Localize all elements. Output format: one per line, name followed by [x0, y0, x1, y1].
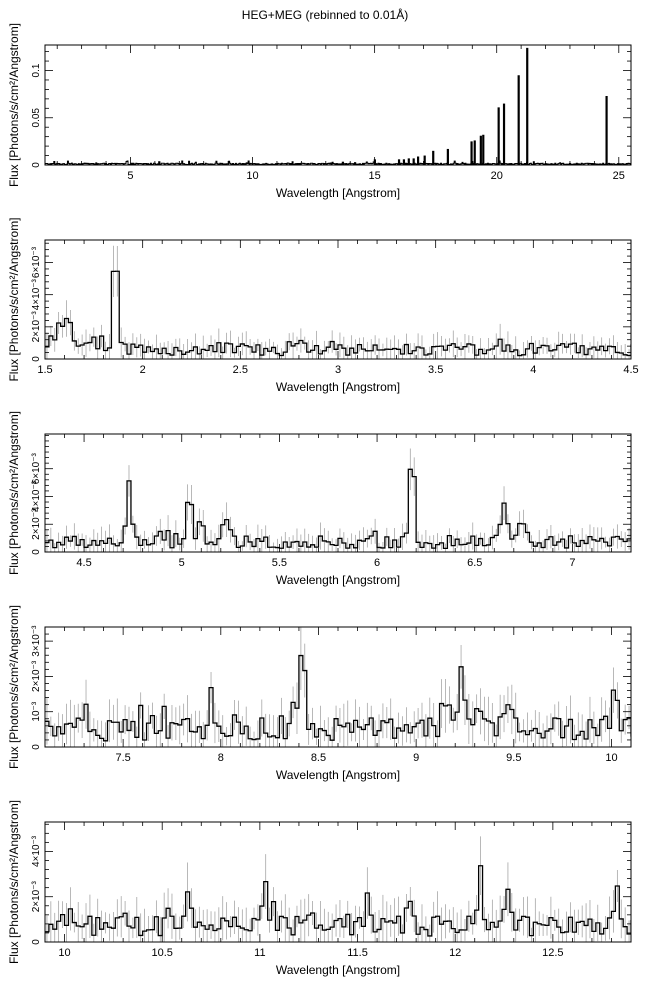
x-axis-label: Wavelength [Angstrom]	[276, 963, 400, 977]
spectrum-trace	[45, 468, 631, 550]
x-tick-label: 4	[530, 364, 536, 376]
x-axis-label: Wavelength [Angstrom]	[276, 573, 400, 587]
y-tick-label: 0	[31, 939, 42, 945]
x-tick-label: 25	[613, 170, 625, 182]
x-tick-label: 4.5	[623, 364, 638, 376]
y-tick-label: 2×10⁻³	[31, 660, 42, 692]
spectrum-trace	[45, 654, 631, 742]
y-tick-label: 2×10⁻³	[31, 311, 42, 343]
x-tick-label: 1.5	[37, 364, 52, 376]
panel-5: 10 10.5 11 11.5 12 12.5 0 2×10⁻³ 4×10⁻³ Wavelengt…	[7, 800, 632, 977]
y-tick-label: 4×10⁻³	[31, 835, 42, 867]
panel-4: 7.5 8 8.5 9 9.5 10 0 10⁻³ 2×10⁻³ 3×10⁻³ Wavelength…	[7, 605, 632, 782]
y-tick-label: 3×10⁻³	[31, 625, 42, 657]
y-tick-label: 0	[31, 162, 42, 168]
y-axis-label: Flux [Photons/s/cm²/Angstrom]	[7, 800, 21, 964]
x-tick-label: 7.5	[115, 752, 130, 764]
plot-frame	[44, 44, 632, 166]
y-tick-label: 2×10⁻³	[31, 880, 42, 912]
x-axis-label: Wavelength [Angstrom]	[276, 380, 400, 394]
x-tick-label: 20	[491, 170, 503, 182]
y-tick-label: 0	[31, 356, 42, 362]
x-tick-label: 11.5	[347, 947, 368, 959]
panel-5-data	[45, 836, 631, 942]
panel-2: 1.5 2 2.5 3 3.5 4 4.5 0 2×10⁻³4×10⁻³6×10⁻³ Wavele…	[7, 217, 639, 394]
y-tick-label: 4×10⁻³	[31, 480, 42, 512]
y-tick-label: 4×10⁻³	[31, 278, 42, 310]
y-tick-label: 0.05	[31, 108, 42, 128]
x-tick-label: 11	[254, 947, 265, 959]
error-bars	[46, 245, 630, 359]
panel-1-data	[45, 47, 631, 165]
x-tick-label: 3	[335, 364, 341, 376]
page-title: HEG+MEG (rebinned to 0.01Å)	[241, 8, 409, 22]
panel-4-data	[45, 627, 631, 747]
x-tick-label: 8	[218, 752, 224, 764]
x-tick-label: 9.5	[506, 752, 521, 764]
y-axis-label: Flux [Photons/s/cm²/Angstrom]	[7, 605, 21, 769]
x-tick-label: 5.5	[272, 557, 287, 569]
x-tick-label: 8.5	[311, 752, 326, 764]
x-tick-label: 3.5	[428, 364, 443, 376]
x-tick-label: 15	[369, 170, 381, 182]
x-tick-label: 5	[127, 170, 133, 182]
x-axis-label: Wavelength [Angstrom]	[276, 768, 400, 782]
x-tick-label: 2.5	[233, 364, 248, 376]
x-tick-label: 4.5	[76, 557, 91, 569]
y-tick-label: 0	[31, 549, 42, 555]
y-tick-label: 6×10⁻³	[31, 452, 42, 484]
panel-3: 4.5 5 5.5 6 6.5 7 0 2×10⁻³4×10⁻³6×10⁻³ Wavelengt…	[7, 411, 632, 587]
y-axis-label: Flux [Photons/s/cm²/Angstrom]	[7, 23, 21, 187]
y-tick-label: 0.1	[31, 63, 42, 77]
spectrum-trace	[45, 270, 631, 357]
x-tick-label: 12	[449, 947, 461, 959]
x-tick-label: 9	[413, 752, 419, 764]
x-tick-label: 10	[246, 170, 258, 182]
y-axis-label: Flux [Photons/s/cm²/Angstrom]	[7, 411, 21, 575]
x-tick-label: 5	[179, 557, 185, 569]
x-tick-label: 6.5	[467, 557, 482, 569]
x-tick-label: 10	[605, 752, 617, 764]
x-tick-label: 6	[374, 557, 380, 569]
y-axis-label: Flux [Photons/s/cm²/Angstrom]	[7, 217, 21, 381]
spectrum-trace	[45, 865, 631, 937]
x-tick-label: 10.5	[151, 947, 172, 959]
x-tick-label: 7	[569, 557, 575, 569]
x-axis-label: Wavelength [Angstrom]	[276, 186, 400, 200]
spectrum-trace	[45, 160, 631, 165]
panel-3-data	[45, 448, 631, 552]
y-tick-label: 0	[31, 744, 42, 750]
x-tick-label: 12.5	[542, 947, 563, 959]
x-tick-label: 10	[58, 947, 70, 959]
panel-2-data	[45, 245, 631, 359]
y-tick-label: 10⁻³	[31, 701, 42, 721]
panel-1: 5 10 15 20 25 0 0.05 0.1 Wavelength [Angstrom] Fl…	[7, 23, 632, 200]
x-tick-label: 2	[140, 364, 146, 376]
plot-frame	[44, 433, 632, 553]
y-tick-label: 2×10⁻³	[31, 508, 42, 540]
y-tick-label: 6×10⁻³	[31, 246, 42, 278]
